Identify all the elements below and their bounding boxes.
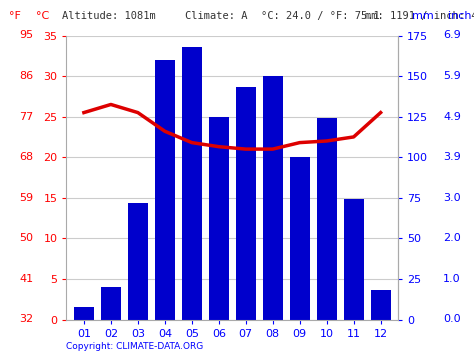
Text: Climate: A: Climate: A [185,11,247,21]
Text: °C: °C [36,11,49,21]
Bar [182,47,202,320]
Text: 0.0: 0.0 [443,315,461,324]
Text: 1.0: 1.0 [443,274,461,284]
Text: 3.9: 3.9 [443,152,461,162]
Bar [209,117,229,320]
Text: mm: 1191 / inch: 46.9: mm: 1191 / inch: 46.9 [365,11,474,21]
Text: 59: 59 [19,193,33,203]
Text: 50: 50 [19,233,33,244]
Bar [371,290,391,320]
Bar [317,118,337,320]
Text: 77: 77 [19,111,33,122]
Text: 4.9: 4.9 [443,111,461,122]
Text: 86: 86 [19,71,33,81]
Bar [263,76,283,320]
Text: °F: °F [9,11,21,21]
Text: mm: mm [412,11,434,21]
Text: Copyright: CLIMATE-DATA.ORG: Copyright: CLIMATE-DATA.ORG [66,343,204,351]
Text: 5.9: 5.9 [443,71,461,81]
Text: 41: 41 [19,274,33,284]
Text: 95: 95 [19,31,33,40]
Text: 3.0: 3.0 [443,193,461,203]
Text: inch: inch [448,11,472,21]
Text: 6.9: 6.9 [443,31,461,40]
Bar [74,306,94,320]
Bar [101,287,121,320]
Bar [155,60,175,320]
Text: 68: 68 [19,152,33,162]
Text: Altitude: 1081m: Altitude: 1081m [62,11,155,21]
Text: 32: 32 [19,315,33,324]
Bar [344,200,364,320]
Bar [128,203,148,320]
Text: °C: 24.0 / °F: 75.1: °C: 24.0 / °F: 75.1 [261,11,380,21]
Bar [290,157,310,320]
Bar [236,87,256,320]
Text: 2.0: 2.0 [443,233,461,244]
